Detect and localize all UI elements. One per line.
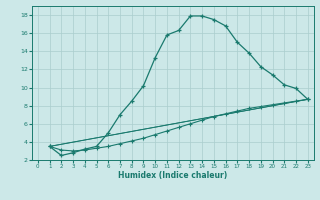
- X-axis label: Humidex (Indice chaleur): Humidex (Indice chaleur): [118, 171, 228, 180]
